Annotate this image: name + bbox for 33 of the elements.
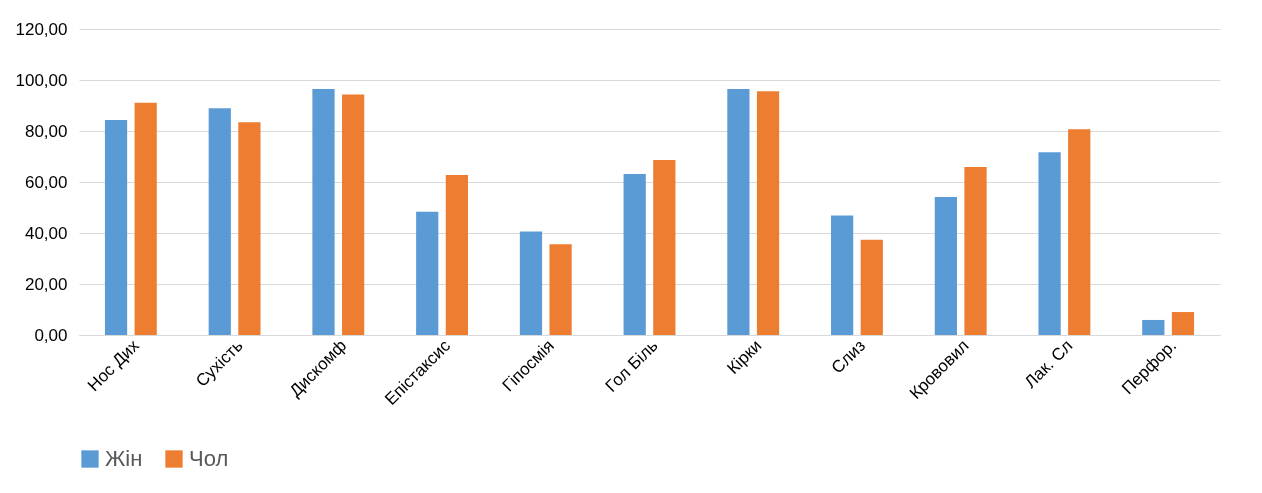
bar	[623, 174, 646, 335]
bar	[653, 160, 676, 335]
bar	[519, 231, 543, 335]
bar	[727, 88, 750, 335]
y-tick-label: 0,00	[34, 325, 68, 345]
y-tick-label: 40,00	[24, 223, 68, 243]
legend-label: Жін	[105, 446, 143, 471]
bar	[312, 88, 335, 335]
bar	[934, 197, 957, 335]
x-tick-label: Лак. Сл	[1020, 336, 1077, 392]
bar	[1142, 319, 1165, 335]
bar	[549, 244, 572, 335]
bar	[134, 102, 157, 335]
bar	[1068, 129, 1091, 335]
y-tick-label: 80,00	[24, 121, 68, 141]
bar	[1038, 152, 1061, 335]
y-tick-label: 120,00	[15, 19, 68, 39]
bar	[964, 166, 987, 335]
bar	[342, 94, 365, 335]
y-tick-label: 20,00	[24, 274, 68, 294]
bar	[208, 108, 231, 335]
bar	[1171, 312, 1195, 335]
legend-label: Чол	[189, 446, 229, 471]
bar	[860, 239, 883, 335]
bar	[831, 215, 854, 335]
bar	[416, 211, 439, 335]
x-tick-label: Гол Біль	[601, 335, 662, 396]
bar	[238, 122, 261, 335]
bar	[104, 120, 128, 335]
bar	[445, 175, 468, 335]
y-tick-label: 60,00	[24, 172, 68, 192]
y-tick-label: 100,00	[15, 70, 68, 90]
bar	[756, 91, 780, 335]
